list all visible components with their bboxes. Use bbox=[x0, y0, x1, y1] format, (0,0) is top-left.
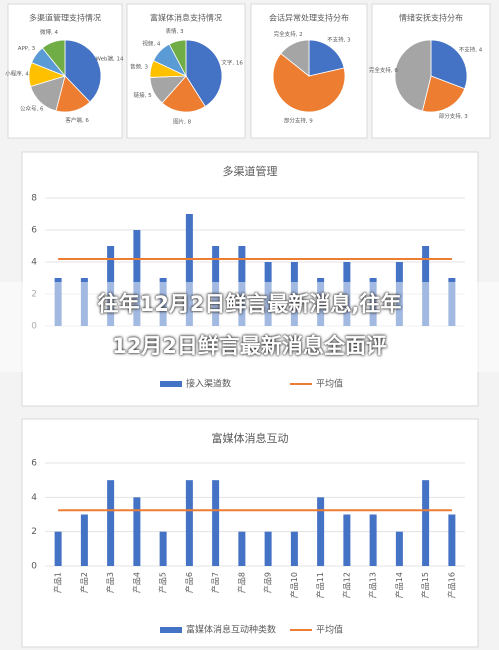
chart-title: 富媒体消息互动 bbox=[212, 431, 289, 445]
y-tick-label: 8 bbox=[31, 194, 37, 204]
slice-label: 部分支持, 9 bbox=[284, 116, 313, 124]
chart-title: 富媒体消息支持情况 bbox=[150, 13, 222, 23]
x-tick-label: 产品16 bbox=[446, 572, 456, 598]
bar bbox=[395, 531, 403, 566]
x-tick-label: 产品8 bbox=[236, 572, 246, 593]
pie-slice bbox=[394, 39, 432, 112]
slice-label: 链接, 5 bbox=[134, 91, 152, 99]
slice-label: 音频, 3 bbox=[130, 62, 148, 70]
x-tick-label: 产品7 bbox=[210, 572, 220, 593]
slice-label: 不支持, 3 bbox=[327, 36, 351, 44]
x-tick-label: 产品9 bbox=[263, 572, 273, 593]
slice-label: 完全支持, 2 bbox=[274, 30, 303, 38]
chart-title: 会话异常处理支持分布 bbox=[269, 13, 349, 23]
legend-label: 平均值 bbox=[316, 624, 343, 636]
legend-swatch bbox=[160, 627, 182, 633]
legend-label: 平均值 bbox=[316, 378, 343, 390]
pie-slice bbox=[161, 75, 206, 113]
bar bbox=[159, 531, 167, 566]
x-tick-label: 产品5 bbox=[158, 572, 168, 593]
slice-label: Web端, 14 bbox=[96, 54, 124, 62]
card bbox=[21, 418, 479, 648]
pie-slice bbox=[421, 75, 466, 113]
slice-label: APP, 3 bbox=[18, 46, 36, 52]
x-tick-label: 产品6 bbox=[184, 572, 194, 593]
slice-label: 公众号, 6 bbox=[20, 106, 44, 113]
pie-slice bbox=[272, 52, 346, 113]
pie-slice bbox=[308, 39, 345, 77]
bar bbox=[185, 214, 193, 326]
x-tick-label: 产品10 bbox=[289, 572, 299, 598]
x-tick-label: 产品13 bbox=[368, 572, 378, 598]
x-tick-label: 产品1 bbox=[53, 572, 63, 593]
x-tick-label: 产品3 bbox=[105, 572, 115, 593]
bar bbox=[264, 531, 272, 566]
y-tick-label: 6 bbox=[31, 226, 37, 236]
slice-label: 不支持, 4 bbox=[459, 45, 483, 53]
overlay-line: 12月2日鲜言最新消息全面评 bbox=[112, 334, 387, 358]
slice-label: 小程序, 4 bbox=[5, 70, 29, 78]
slice-label: 微博, 4 bbox=[40, 28, 58, 36]
x-tick-label: 产品15 bbox=[420, 572, 430, 598]
x-tick-label: 产品11 bbox=[315, 572, 325, 598]
slice-label: 文字, 16 bbox=[221, 59, 243, 67]
x-tick-label: 产品12 bbox=[341, 572, 351, 598]
legend-swatch bbox=[160, 381, 182, 387]
pie-slice bbox=[280, 39, 310, 77]
slice-label: 图片, 8 bbox=[173, 117, 191, 125]
overlay-line: 往年12月2日鲜言最新消息,往年 bbox=[97, 292, 402, 316]
x-tick-label: 产品4 bbox=[131, 572, 141, 593]
y-tick-label: 4 bbox=[31, 493, 37, 503]
bar bbox=[107, 480, 115, 566]
pie-slice bbox=[41, 39, 66, 78]
bar bbox=[133, 230, 141, 326]
slice-label: 表情, 3 bbox=[166, 27, 184, 35]
bar bbox=[343, 514, 351, 566]
chart-title: 情绪安抚支持分布 bbox=[399, 13, 463, 23]
pie-slice bbox=[430, 39, 468, 90]
bar bbox=[448, 514, 456, 566]
y-tick-label: 4 bbox=[31, 258, 37, 268]
bar bbox=[133, 497, 141, 566]
chart-title: 多渠道管理 bbox=[223, 164, 278, 178]
slice-label: 部分支持, 3 bbox=[439, 112, 468, 120]
bar bbox=[212, 480, 220, 566]
y-tick-label: 6 bbox=[31, 459, 37, 469]
chart-title: 多渠道管理支持情况 bbox=[29, 13, 101, 23]
bar bbox=[290, 531, 298, 566]
overlay-banner: 往年12月2日鲜言最新消息,往年 12月2日鲜言最新消息全面评 bbox=[0, 282, 499, 372]
x-tick-label: 产品14 bbox=[394, 572, 404, 598]
pie-slice bbox=[64, 39, 102, 103]
y-tick-label: 0 bbox=[31, 562, 37, 572]
bar bbox=[185, 480, 193, 566]
x-tick-label: 产品2 bbox=[79, 572, 89, 593]
bar bbox=[80, 514, 88, 566]
bar bbox=[54, 531, 62, 566]
pie-slice bbox=[168, 39, 187, 77]
legend-label: 接入渠道数 bbox=[186, 378, 231, 390]
slice-label: 客户端, 6 bbox=[65, 116, 89, 124]
bar bbox=[369, 514, 377, 566]
bar bbox=[238, 531, 246, 566]
legend-label: 富媒体消息互动种类数 bbox=[186, 624, 276, 636]
bar bbox=[422, 480, 430, 566]
slice-label: 视频, 4 bbox=[142, 40, 160, 48]
bar bbox=[317, 497, 325, 566]
y-tick-label: 2 bbox=[31, 527, 37, 537]
slice-label: 完全支持, 6 bbox=[369, 66, 398, 74]
